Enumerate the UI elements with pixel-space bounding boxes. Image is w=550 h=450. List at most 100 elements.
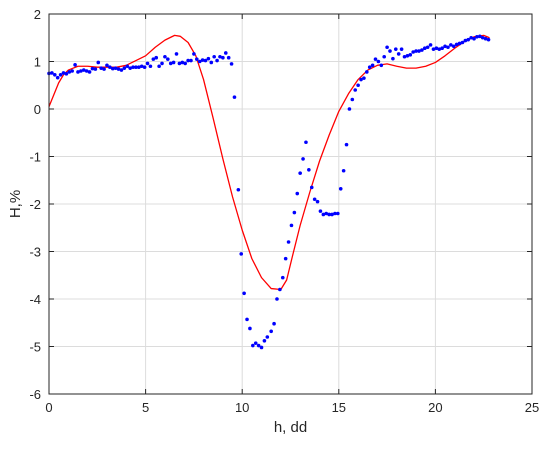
data-point — [245, 317, 249, 322]
data-point — [215, 58, 219, 63]
data-point — [116, 67, 121, 71]
data-point — [139, 64, 144, 69]
y-tick-label: 0 — [34, 102, 41, 117]
data-point — [385, 45, 389, 50]
data-point — [379, 63, 384, 68]
data-point — [154, 55, 159, 60]
data-point — [338, 187, 343, 191]
data-point — [376, 59, 381, 64]
data-point — [402, 54, 407, 59]
data-point — [221, 55, 225, 60]
data-point — [253, 341, 258, 345]
data-point — [422, 46, 427, 50]
data-point — [55, 75, 60, 80]
data-point — [229, 62, 234, 66]
data-point — [286, 240, 291, 244]
data-point — [84, 69, 89, 73]
data-point — [137, 65, 141, 69]
x-axis-label: h, dd — [274, 419, 307, 436]
data-point — [469, 35, 473, 40]
data-point — [180, 60, 185, 65]
data-point — [408, 53, 413, 57]
data-point — [192, 52, 196, 56]
data-point — [472, 36, 476, 41]
data-point — [396, 52, 401, 56]
data-point — [265, 335, 270, 339]
data-point — [209, 60, 214, 65]
data-point — [362, 76, 366, 80]
data-point — [119, 68, 124, 72]
data-point — [478, 34, 482, 39]
grid — [49, 14, 532, 394]
data-point — [177, 61, 182, 66]
data-point — [163, 54, 167, 59]
data-point — [315, 199, 320, 204]
data-point — [309, 185, 314, 190]
data-point — [275, 297, 279, 301]
data-point — [324, 211, 329, 216]
data-point — [446, 45, 450, 50]
data-point — [443, 44, 447, 49]
data-point — [262, 339, 267, 343]
data-point — [449, 43, 453, 47]
data-point — [256, 343, 261, 348]
data-point — [168, 61, 173, 66]
data-point — [73, 63, 77, 67]
data-point — [405, 54, 410, 58]
data-point — [434, 46, 439, 50]
x-tick-label: 25 — [525, 400, 539, 415]
data-point — [356, 83, 360, 88]
data-point — [318, 209, 323, 213]
data-point — [483, 36, 488, 41]
y-tick-label: -2 — [29, 197, 41, 212]
data-point — [428, 43, 433, 47]
data-point — [475, 35, 479, 39]
data-point — [145, 61, 150, 66]
x-tick-label: 10 — [235, 400, 249, 415]
data-point — [283, 256, 288, 261]
y-tick-label: -6 — [29, 387, 41, 402]
data-point — [148, 64, 153, 69]
data-point — [81, 68, 86, 72]
data-point — [203, 58, 208, 63]
data-point — [359, 77, 363, 82]
data-point — [289, 223, 294, 228]
data-point — [61, 71, 66, 75]
data-point — [367, 65, 372, 69]
data-point — [79, 69, 83, 73]
data-point — [388, 49, 392, 53]
data-point — [272, 321, 276, 326]
data-point — [90, 66, 95, 71]
data-point — [312, 197, 317, 202]
data-point — [437, 47, 442, 51]
data-point — [486, 37, 491, 42]
data-point — [393, 47, 398, 51]
data-point — [269, 329, 273, 334]
data-point — [431, 47, 436, 51]
y-tick-label: 2 — [34, 7, 41, 22]
data-point — [301, 157, 305, 161]
data-point — [87, 70, 92, 74]
data-point — [206, 56, 211, 61]
data-point — [327, 212, 331, 217]
data-point — [226, 55, 231, 60]
scatter-points-layer — [47, 34, 491, 350]
data-point — [93, 67, 98, 71]
data-point — [76, 70, 80, 74]
data-point — [382, 54, 387, 59]
data-point — [463, 38, 468, 43]
data-point — [189, 58, 193, 63]
data-point — [466, 37, 471, 42]
data-point — [341, 168, 346, 173]
data-point — [457, 41, 462, 46]
tick-labels: 0 5 10 15 20 25 -6 -5 -4 -3 -2 -1 0 1 2 — [29, 7, 539, 415]
data-point — [239, 252, 244, 256]
data-point — [131, 65, 135, 69]
x-tick-label: 5 — [142, 400, 149, 415]
data-point — [113, 66, 118, 70]
data-point — [347, 107, 352, 111]
y-tick-label: -4 — [29, 292, 41, 307]
data-point — [183, 61, 188, 66]
x-tick-label: 0 — [45, 400, 52, 415]
data-point — [67, 70, 72, 74]
